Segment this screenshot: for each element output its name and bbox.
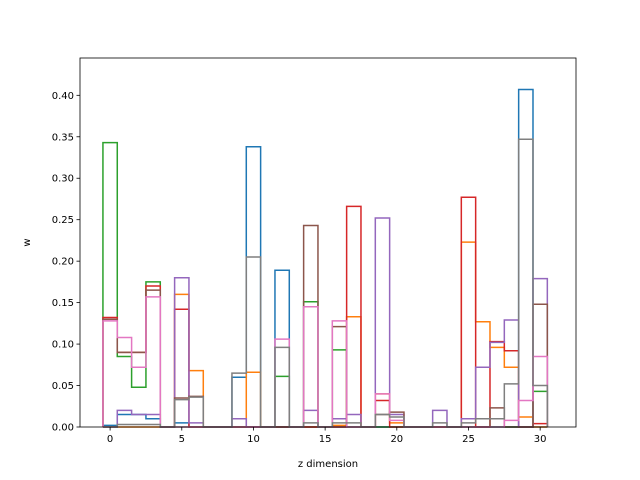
- series-step-line-7: [102, 296, 549, 428]
- y-tick-label: 0.20: [52, 257, 74, 268]
- y-tick-label: 0.10: [52, 340, 74, 351]
- x-tick-label: 5: [179, 434, 185, 445]
- x-tick-label: 0: [107, 434, 113, 445]
- y-tick-label: 0.35: [52, 132, 74, 143]
- series-step-line-5: [102, 217, 549, 428]
- x-tick-label: 25: [462, 434, 475, 445]
- x-tick-label: 15: [319, 434, 332, 445]
- series-step-line-6: [102, 224, 549, 428]
- axes-frame: [79, 57, 577, 428]
- y-axis-label: w: [22, 238, 33, 246]
- y-tick-label: 0.05: [52, 381, 74, 392]
- y-tick-label: 0.25: [52, 215, 74, 226]
- series-step-line-3: [102, 141, 549, 428]
- x-tick-label: 30: [534, 434, 547, 445]
- series-step-line-1: [102, 88, 548, 428]
- series-layer: [102, 88, 549, 428]
- y-tick-label: 0.15: [52, 298, 74, 309]
- series-step-line-4: [102, 196, 549, 428]
- x-tick-label: 20: [390, 434, 403, 445]
- x-axis-label: z dimension: [298, 459, 358, 470]
- ticks-layer: 0 5 10 15 20 25 30 0.00 0.05 0.10 0.15 0.20 0.25 0.30…: [52, 91, 547, 445]
- y-tick-label: 0.30: [52, 174, 74, 185]
- series-step-line-2: [102, 241, 548, 428]
- y-tick-label: 0.40: [52, 91, 74, 102]
- series-step-line-8: [102, 138, 549, 428]
- x-tick-label: 10: [247, 434, 260, 445]
- y-tick-label: 0.00: [52, 423, 74, 434]
